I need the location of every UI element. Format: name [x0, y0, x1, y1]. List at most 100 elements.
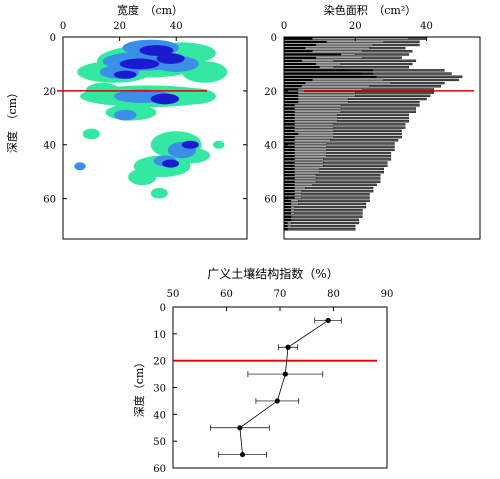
p2-bar-black-1: [284, 40, 327, 43]
p3-x-tick-label-3: 80: [327, 289, 340, 300]
p1-stain-blob-18: [113, 109, 137, 121]
p2-bars: [283, 37, 463, 231]
p2-x-tick-label-2: 40: [420, 21, 433, 32]
p3-y-tick-label-5: 50: [153, 437, 166, 448]
p3-x-tick-label-2: 70: [274, 289, 287, 300]
p2-bar-black-58: [284, 221, 288, 224]
p1-stain-blob-26: [162, 159, 180, 168]
p2-bar-black-2: [284, 43, 317, 46]
p2-bar-black-28: [284, 126, 295, 129]
p2-bar-total-53: [283, 205, 367, 209]
p2-bar-black-12: [284, 75, 377, 78]
p3-point-4: [237, 425, 243, 431]
p1-stain-blob-22: [128, 168, 157, 186]
p2-bar-black-37: [284, 155, 295, 158]
p3-x-ticks: 50 60 70 80 90: [167, 289, 394, 311]
p2-bar-black-18: [284, 94, 299, 97]
p3-point-0: [325, 317, 331, 324]
p2-bar-total-54: [283, 209, 363, 212]
p3-frame: [172, 306, 388, 469]
p2-bar-black-51: [284, 199, 292, 202]
p2-bar-total-59: [283, 224, 356, 228]
p3-point-3: [274, 398, 280, 404]
p3-y-tick-label-0: 0: [160, 303, 166, 314]
panel-structure-index: 广义土壤结构指数（%） 50 60 70 80 90 0 10 20 30 40 50 60 深度（…: [132, 266, 393, 475]
p2-bar-black-43: [284, 174, 295, 177]
p2-bar-black-49: [284, 193, 295, 196]
p2-bar-black-52: [284, 202, 292, 205]
p2-bar-black-4: [284, 50, 313, 53]
p2-bar-black-20: [284, 101, 299, 104]
p1-stain-blob-8: [139, 45, 174, 56]
p2-bar-black-14: [284, 82, 306, 85]
p1-stain-blob-9: [119, 58, 160, 70]
p2-bar-black-48: [284, 190, 295, 193]
p2-bar-black-27: [284, 123, 295, 126]
p2-bar-black-36: [284, 152, 295, 155]
p2-x-ticks: 0 20 40: [281, 21, 433, 41]
p1-x-tick-label-1: 20: [113, 21, 126, 32]
p2-bar-black-17: [284, 91, 299, 94]
p2-bar-black-35: [284, 148, 295, 151]
p1-stain-blob-11: [113, 70, 137, 79]
p1-stain-blob-28: [74, 162, 86, 171]
p3-y-tick-label-4: 40: [153, 410, 166, 421]
p2-bar-black-26: [284, 120, 295, 123]
p3-y-tick-label-2: 20: [153, 357, 166, 368]
p1-stain-blob-27: [82, 128, 100, 140]
p2-bar-black-25: [284, 117, 295, 120]
p2-bar-black-19: [284, 98, 299, 100]
panel-dye-pattern: 宽度 （cm） 0 20 40 0 20 40 60 深度 （cm）: [5, 3, 248, 240]
p2-bar-black-45: [284, 180, 295, 183]
p2-bar-black-56: [284, 215, 292, 218]
p2-bar-black-5: [284, 53, 342, 56]
p1-y-tick-label-3: 60: [43, 195, 56, 206]
p3-series-line: [239, 320, 329, 455]
p2-bar-black-50: [284, 196, 295, 199]
p2-x-tick-label-0: 0: [281, 21, 287, 32]
p3-series: [210, 317, 342, 458]
p2-bar-total-60: [283, 228, 356, 231]
p3-x-tick-label-1: 60: [220, 289, 233, 300]
p2-x-axis-label: 染色面积 （cm²）: [324, 3, 417, 17]
p2-bar-black-8: [284, 63, 317, 66]
p1-stain-blobs: [74, 39, 228, 199]
p2-bar-total-55: [283, 212, 363, 215]
p2-bar-total-57: [283, 218, 360, 221]
p2-x-tick-label-1: 20: [349, 21, 362, 32]
p2-bar-black-21: [284, 104, 295, 107]
p1-y-tick-label-0: 0: [50, 33, 56, 44]
p2-bar-black-39: [284, 161, 295, 164]
p2-bar-black-53: [284, 206, 292, 209]
p2-bar-black-54: [284, 209, 292, 212]
p1-stain-blob-29: [213, 140, 225, 149]
p2-bar-black-3: [284, 47, 306, 50]
p2-bar-black-38: [284, 158, 295, 161]
p1-y-tick-label-2: 40: [43, 141, 56, 152]
p2-y-ticks: 0 20 40 60: [264, 33, 288, 206]
p2-bar-black-31: [284, 136, 295, 139]
p3-x-tick-label-4: 90: [381, 289, 394, 300]
p2-bar-total-58: [283, 221, 360, 225]
p2-bar-black-30: [284, 132, 299, 135]
p2-y-tick-label-0: 0: [271, 33, 277, 44]
p2-bar-black-34: [284, 145, 295, 148]
p3-point-1: [285, 344, 291, 350]
p2-bar-black-0: [284, 37, 313, 40]
p2-frame: [283, 36, 481, 240]
p2-bar-black-23: [284, 110, 295, 113]
p1-stain-blob-25: [181, 140, 199, 149]
p1-x-tick-label-0: 0: [60, 21, 66, 32]
p2-bar-black-41: [284, 167, 295, 170]
p3-y-tick-label-3: 30: [153, 384, 166, 395]
p1-stain-blob-10: [156, 53, 185, 64]
p1-stain-blob-16: [150, 93, 180, 105]
p1-stain-blob-30: [150, 187, 168, 199]
p2-bar-black-46: [284, 183, 295, 186]
p2-y-tick-label-3: 60: [264, 195, 277, 206]
p2-bar-black-13: [284, 78, 313, 81]
p2-bar-black-44: [284, 177, 295, 180]
p2-bar-black-55: [284, 212, 292, 215]
p1-y-tick-label-1: 20: [43, 87, 56, 98]
